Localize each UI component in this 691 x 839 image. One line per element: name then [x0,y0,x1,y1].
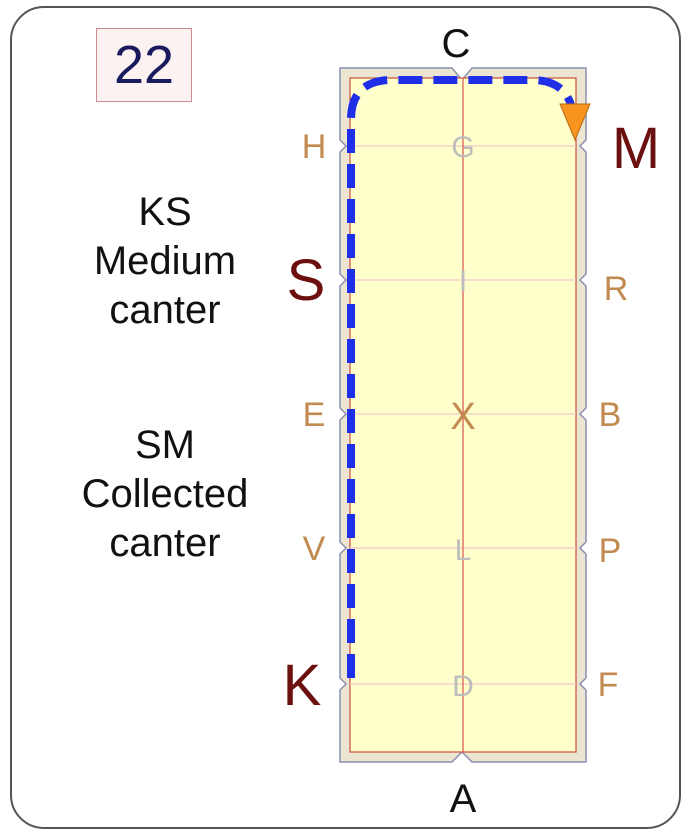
letter-v: V [303,530,326,568]
letter-i: I [459,265,467,298]
letter-s: S [287,248,326,313]
letter-p: P [599,532,622,570]
letter-r: R [604,270,629,308]
direction-marker [559,103,591,142]
exercise-sm-line-1: SM [135,423,195,467]
exercise-sm-text: SM Collected canter [40,421,290,568]
exercise-ks-line-1: KS [138,190,192,234]
letter-c: C [442,22,471,66]
letter-f: F [598,666,619,704]
letter-e: E [303,396,326,434]
letter-h: H [302,128,327,166]
letter-d: D [452,670,474,703]
letter-g: G [451,131,474,164]
letter-x: X [450,396,475,438]
riding-route [347,76,578,678]
letter-a: A [450,777,477,821]
card-number: 22 [96,28,192,102]
letter-b: B [599,396,622,434]
exercise-ks-line-3: canter [109,288,221,332]
letter-l: L [455,534,472,567]
exercise-sm-line-2: Collected [81,472,249,516]
exercise-sm-line-3: canter [109,521,221,565]
exercise-ks-line-2: Medium [93,239,237,283]
letter-k: K [283,653,322,718]
letter-m: M [612,116,660,181]
exercise-ks-text: KS Medium canter [40,188,290,335]
